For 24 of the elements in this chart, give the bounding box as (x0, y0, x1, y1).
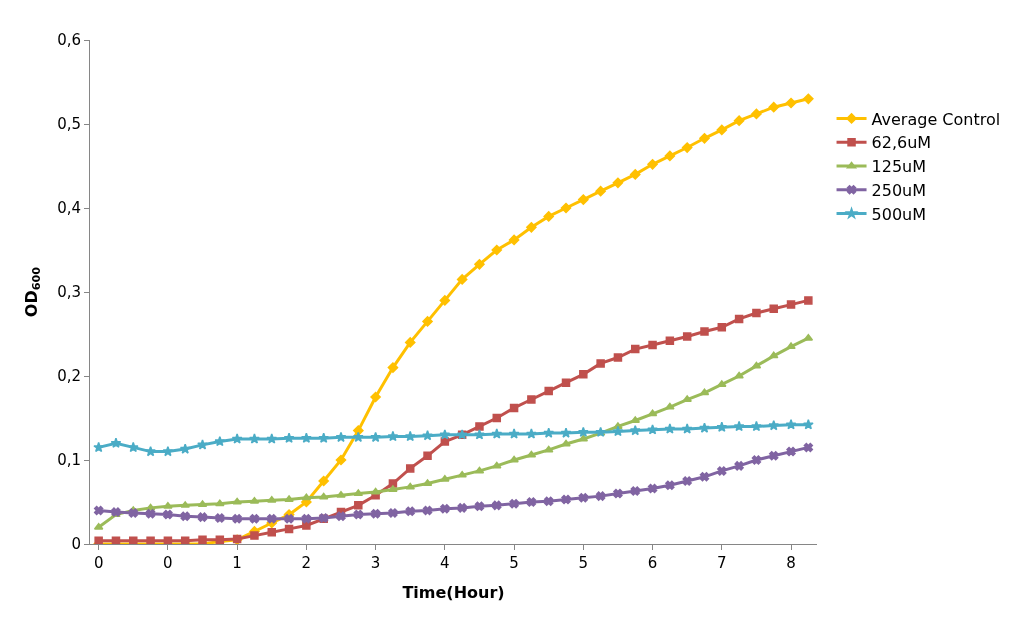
legend-label: 250uM (871, 181, 927, 201)
x-tick-label: 2 (301, 554, 312, 572)
x-tick-label: 0 (163, 554, 173, 572)
x-tick-label: 1 (232, 554, 242, 572)
y-tick-label: 0,1 (57, 451, 81, 470)
x-tick-label: 6 (647, 554, 658, 572)
x-tick-label: 5 (509, 554, 519, 572)
legend-label: 62,6uM (871, 133, 932, 153)
x-tick-label: 8 (786, 554, 796, 572)
y-tick-label: 0 (71, 535, 81, 554)
y-tick-label: 0,6 (57, 31, 81, 50)
x-tick-label: 5 (578, 554, 589, 572)
x-tick-label: 0 (93, 554, 104, 572)
legend-label: 125uM (871, 157, 927, 177)
y-tick-label: 0,4 (57, 199, 81, 218)
legend-label: 500uM (871, 204, 927, 224)
legend-label: Average Control (871, 109, 1001, 129)
y-tick-label: 0,3 (57, 283, 81, 302)
y-tick-label: 0,5 (57, 115, 81, 134)
x-axis-title: Time(Hour) (402, 582, 505, 602)
x-tick-label: 4 (440, 554, 450, 572)
x-tick-label: 3 (370, 554, 381, 572)
y-tick-label: 0,2 (57, 367, 81, 386)
x-tick-label: 7 (717, 554, 727, 572)
